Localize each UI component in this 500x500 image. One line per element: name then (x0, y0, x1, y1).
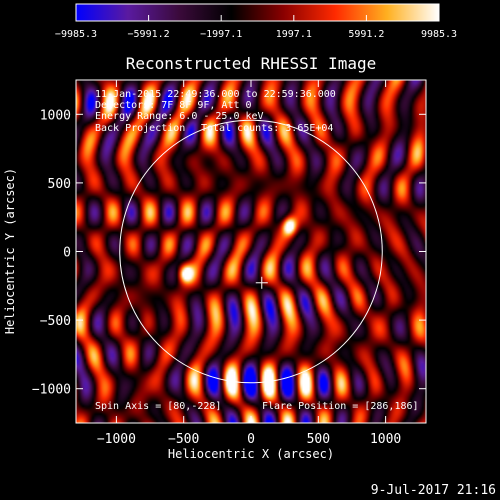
solar-limb-circle (119, 119, 383, 384)
y-axis-label: Heliocentric Y (arcsec) (3, 168, 17, 334)
annotation-flare-position: Flare Position = [286,186] (262, 401, 419, 412)
annotation-spin-axis: Spin Axis = [80,-228] (95, 401, 221, 412)
x-tick-label: −500 (168, 432, 199, 447)
colorbar-ticks: −9985.3 −5991.2 −1997.1 1997.1 5991.2 9985.3 (55, 15, 457, 40)
heatmap-image (76, 80, 426, 423)
colorbar-tick-label: −5991.2 (128, 29, 170, 40)
colorbar-tick-label: −1997.1 (200, 29, 242, 40)
chart-title: Reconstructed RHESSI Image (126, 54, 376, 73)
x-axis-label: Heliocentric X (arcsec) (168, 447, 334, 461)
colorbar-tick-label: 9985.3 (421, 29, 457, 40)
x-tick-label: 500 (307, 432, 330, 447)
footer-date: 9-Jul-2017 21:16 (371, 483, 496, 498)
annotation-time-range: 11-Jan-2015 22:49:36.000 to 22:59:36.000 (95, 89, 336, 100)
annotation-energy-range: Energy Range: 6.0 - 25.0 keV (95, 111, 264, 122)
y-tick-label: 0 (63, 246, 71, 261)
crosshair-marker (255, 276, 268, 289)
x-axis-ticks: −1000 −500 0 500 1000 (97, 80, 401, 447)
y-tick-label: 500 (48, 177, 71, 192)
annotation-total-counts: Total counts: 3.65E+04 (201, 123, 333, 134)
y-axis-ticks: −1000 −500 0 500 1000 (32, 108, 426, 398)
colorbar-tick-label: −9985.3 (55, 29, 97, 40)
y-tick-label: −1000 (32, 383, 71, 398)
colorbar-tick-label: 1997.1 (276, 29, 312, 40)
annotation-method: Back Projection (95, 123, 185, 134)
y-tick-label: −500 (40, 314, 71, 329)
x-tick-label: −1000 (97, 432, 136, 447)
x-tick-label: 0 (247, 432, 255, 447)
y-tick-label: 1000 (40, 108, 71, 123)
colorbar (75, 3, 440, 22)
x-tick-label: 1000 (370, 432, 401, 447)
annotation-detectors: Detectors: 7F 8F 9F, Att 0 (95, 100, 252, 111)
colorbar-tick-label: 5991.2 (348, 29, 384, 40)
